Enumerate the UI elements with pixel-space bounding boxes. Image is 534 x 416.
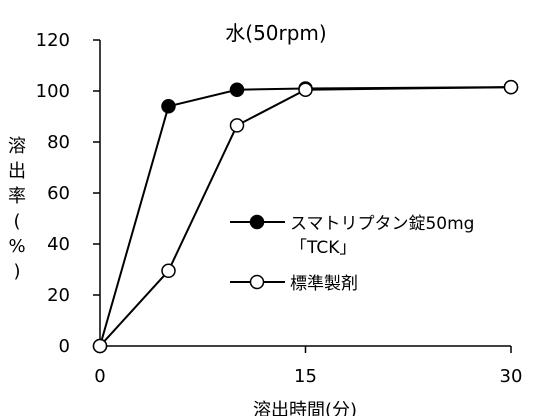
- series-2-point: [161, 263, 176, 279]
- legend-label-line: 「TCK」: [290, 238, 356, 258]
- y-tick-label: 80: [47, 132, 70, 153]
- y-axis-label-char: (: [13, 211, 20, 232]
- y-axis-label-char: 出: [8, 161, 26, 182]
- series-2-point: [298, 82, 313, 97]
- y-axis-label-char: 率: [8, 186, 26, 207]
- x-axis-label: 溶出時間(分): [253, 400, 357, 416]
- legend-label-2: 標準製剤: [290, 274, 358, 294]
- y-tick-label: 0: [59, 336, 70, 357]
- y-tick-label: 40: [47, 234, 70, 255]
- series-2-point: [229, 118, 245, 133]
- chart-title: 水(50rpm): [225, 21, 326, 45]
- legend-marker-2: [249, 274, 265, 290]
- series-2-point: [503, 79, 519, 95]
- y-ticks: 0 20 40 60 80 100 120: [36, 30, 100, 357]
- series-1-point: [161, 99, 176, 114]
- y-axis-label: 溶出率 (%): [8, 136, 26, 282]
- y-axis-label-char: ): [13, 261, 20, 282]
- y-axis-label-char: 溶: [8, 136, 26, 157]
- y-tick-label: 100: [36, 81, 70, 102]
- legend: スマトリプタン錠50mg 「TCK」標準製剤: [230, 214, 474, 294]
- legend-label-line: 標準製剤: [290, 274, 358, 294]
- y-tick-label: 120: [36, 30, 70, 51]
- legend-label-1: スマトリプタン錠50mg 「TCK」: [290, 214, 474, 258]
- legend-label-line: スマトリプタン錠50mg: [290, 214, 474, 234]
- x-tick-label: 30: [500, 366, 523, 387]
- y-axis-label-char: %: [8, 236, 25, 257]
- x-ticks: 0 15 30: [94, 346, 522, 387]
- x-tick-label: 0: [94, 366, 105, 387]
- legend-marker-1: [249, 214, 265, 230]
- series-1-point: [229, 82, 245, 97]
- series-2-point: [92, 338, 108, 354]
- y-tick-label: 20: [47, 285, 70, 306]
- y-axis-label-text: 溶出率 (%): [8, 136, 26, 282]
- y-tick-label: 60: [47, 183, 70, 204]
- series-layer: [92, 79, 519, 354]
- x-tick-label: 15: [294, 366, 317, 387]
